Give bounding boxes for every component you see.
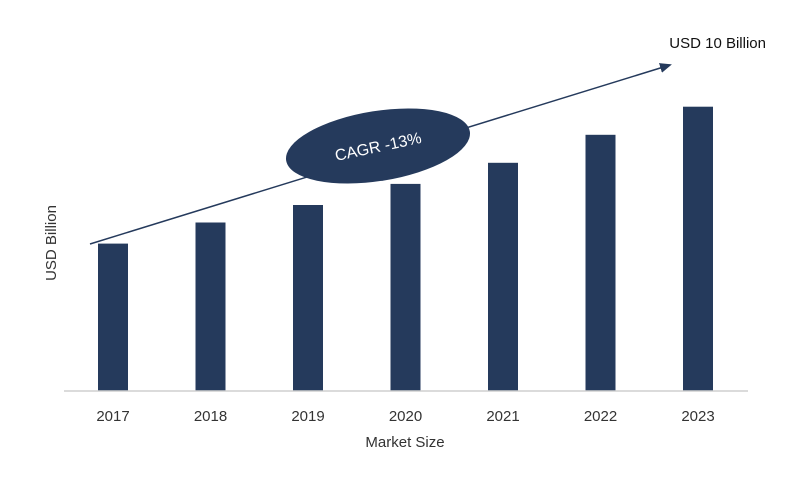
cagr-badge: CAGR -13%	[285, 108, 471, 184]
x-tick-label-2017: 2017	[96, 408, 129, 425]
x-tick-label-2022: 2022	[584, 408, 617, 425]
trend-end-label: USD 10 Billion	[669, 35, 766, 52]
y-axis-title: USD Billion	[43, 205, 60, 281]
bar-2023	[683, 106, 713, 391]
bar-2017	[98, 243, 128, 391]
x-tick-label-2023: 2023	[681, 408, 714, 425]
x-tick-labels: 2017 2018 2019 2020 2021 2022 2023	[96, 408, 714, 425]
x-tick-label-2018: 2018	[194, 408, 227, 425]
bar-2021	[488, 162, 518, 391]
cagr-ellipse	[285, 108, 471, 184]
bar-2019	[293, 205, 323, 391]
bar-2018	[195, 222, 226, 391]
bars-group	[98, 106, 713, 392]
x-tick-label-2021: 2021	[486, 408, 519, 425]
x-axis-title: Market Size	[365, 434, 444, 451]
x-tick-label-2019: 2019	[291, 408, 324, 425]
bar-2022	[585, 134, 616, 392]
x-tick-label-2020: 2020	[389, 408, 422, 425]
bar-2020	[390, 183, 421, 391]
